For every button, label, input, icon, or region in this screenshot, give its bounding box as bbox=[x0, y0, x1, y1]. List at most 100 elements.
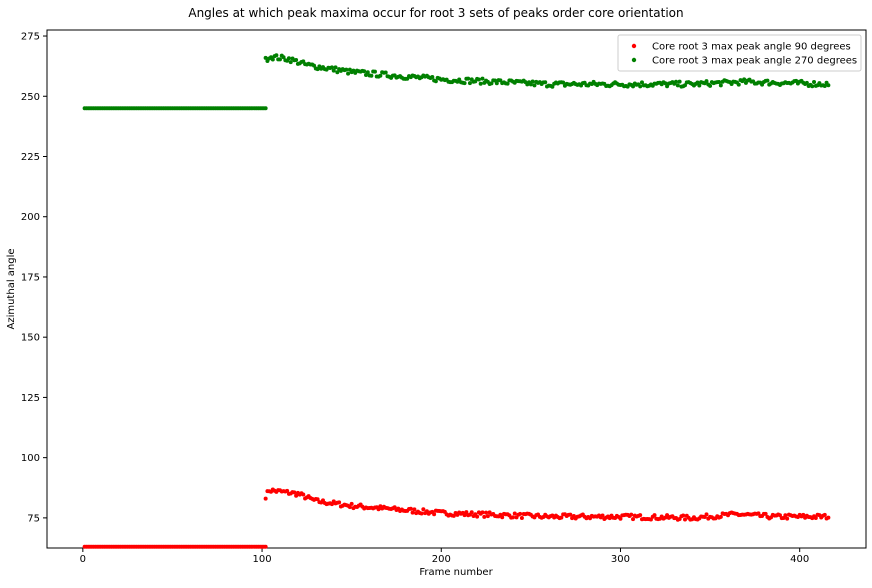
data-point bbox=[718, 83, 723, 88]
x-axis-label: Frame number bbox=[419, 567, 493, 578]
data-point bbox=[543, 80, 548, 85]
data-point bbox=[344, 67, 349, 72]
data-point bbox=[681, 513, 686, 518]
data-point bbox=[337, 500, 342, 505]
data-point bbox=[822, 512, 827, 517]
data-point bbox=[365, 70, 370, 75]
data-point bbox=[638, 84, 643, 89]
data-points bbox=[82, 53, 831, 549]
data-point bbox=[376, 507, 381, 512]
data-point bbox=[286, 56, 291, 61]
y-tick-label: 200 bbox=[21, 212, 40, 223]
data-point bbox=[467, 81, 472, 86]
data-point bbox=[408, 506, 413, 511]
data-point bbox=[550, 84, 555, 89]
data-point bbox=[783, 513, 788, 518]
legend-entry: Core root 3 max peak angle 90 degrees bbox=[652, 42, 851, 53]
data-point bbox=[559, 515, 564, 520]
data-point bbox=[383, 70, 388, 75]
y-tick-label: 275 bbox=[21, 32, 40, 43]
data-point bbox=[801, 512, 806, 517]
data-point bbox=[494, 81, 499, 86]
y-tick-label: 75 bbox=[27, 513, 40, 524]
data-point bbox=[362, 69, 367, 74]
data-point bbox=[301, 492, 306, 497]
x-axis: 0 100 200 300 400 bbox=[80, 548, 809, 565]
plot-frame bbox=[46, 29, 867, 549]
data-point bbox=[288, 60, 293, 65]
data-point bbox=[639, 80, 644, 85]
data-point bbox=[532, 83, 537, 88]
data-point bbox=[410, 510, 415, 515]
data-point bbox=[519, 516, 524, 521]
data-point bbox=[263, 55, 268, 60]
data-point bbox=[631, 84, 636, 89]
data-point bbox=[274, 53, 279, 58]
legend-marker bbox=[631, 43, 637, 49]
y-tick-label: 125 bbox=[21, 393, 40, 404]
y-axis-label: Azimuthal angle bbox=[6, 248, 17, 329]
data-point bbox=[804, 80, 809, 85]
data-point bbox=[333, 65, 338, 70]
data-point bbox=[329, 502, 334, 507]
data-point bbox=[822, 84, 827, 89]
plot-area bbox=[46, 29, 867, 549]
data-point bbox=[335, 70, 340, 75]
data-point bbox=[419, 511, 424, 516]
data-point bbox=[500, 515, 505, 520]
data-point bbox=[412, 507, 417, 512]
data-point bbox=[475, 514, 480, 519]
data-point bbox=[464, 510, 469, 515]
legend-entry: Core root 3 max peak angle 270 degrees bbox=[652, 56, 857, 67]
data-point bbox=[697, 83, 702, 88]
data-point bbox=[763, 511, 768, 516]
data-point bbox=[432, 512, 437, 517]
data-point bbox=[663, 81, 668, 86]
y-tick-label: 225 bbox=[21, 152, 40, 163]
data-point bbox=[480, 510, 485, 515]
data-point bbox=[568, 512, 573, 517]
data-point bbox=[629, 512, 634, 517]
data-point bbox=[742, 77, 747, 82]
data-point bbox=[718, 514, 723, 519]
data-point bbox=[813, 515, 818, 520]
data-point bbox=[292, 490, 297, 495]
data-point bbox=[652, 513, 657, 518]
data-point bbox=[683, 83, 687, 88]
data-point bbox=[695, 80, 700, 85]
data-point bbox=[631, 517, 636, 522]
data-point bbox=[263, 544, 268, 549]
data-point bbox=[765, 78, 770, 83]
data-point bbox=[618, 516, 623, 521]
data-point bbox=[312, 63, 317, 68]
data-point bbox=[826, 83, 831, 88]
data-point bbox=[451, 513, 456, 518]
data-point bbox=[277, 57, 282, 62]
data-point bbox=[372, 69, 377, 74]
data-point bbox=[675, 83, 680, 88]
data-point bbox=[561, 80, 566, 85]
data-point bbox=[478, 81, 483, 86]
data-point bbox=[485, 514, 490, 519]
data-point bbox=[270, 57, 275, 62]
data-point bbox=[347, 505, 352, 510]
data-point bbox=[349, 501, 354, 506]
x-tick-label: 300 bbox=[611, 554, 630, 565]
data-point bbox=[433, 79, 438, 84]
data-point bbox=[480, 76, 485, 81]
data-point bbox=[826, 515, 831, 520]
data-point bbox=[462, 513, 467, 518]
data-point bbox=[704, 79, 709, 84]
data-point bbox=[510, 515, 515, 520]
data-point bbox=[430, 75, 435, 80]
data-point bbox=[812, 79, 817, 84]
data-point bbox=[285, 488, 290, 493]
data-point bbox=[346, 71, 351, 76]
data-point bbox=[530, 79, 535, 84]
data-point bbox=[329, 65, 334, 70]
data-point bbox=[512, 511, 517, 516]
data-point bbox=[677, 79, 682, 84]
data-point bbox=[489, 81, 494, 86]
data-point bbox=[331, 68, 336, 73]
